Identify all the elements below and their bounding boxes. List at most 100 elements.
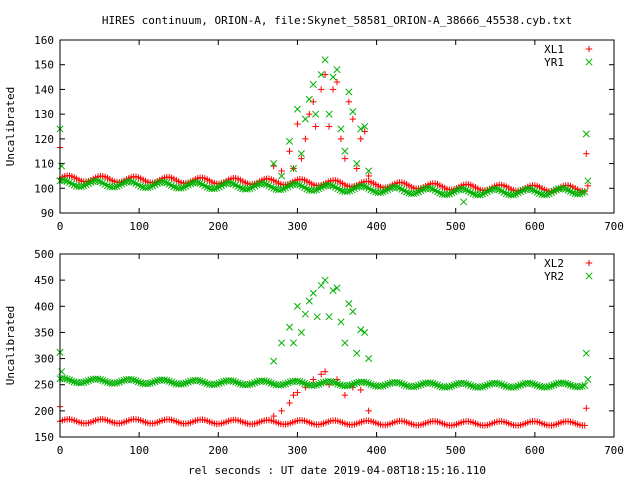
y-tick-label: 200 bbox=[34, 405, 54, 418]
baseline-point bbox=[94, 177, 102, 185]
data-point bbox=[329, 86, 337, 93]
baseline-point bbox=[229, 377, 237, 385]
baseline-point bbox=[545, 190, 553, 198]
baseline-point bbox=[187, 180, 195, 188]
baseline-point bbox=[282, 380, 290, 388]
baseline-point bbox=[460, 185, 468, 193]
baseline-point bbox=[293, 180, 301, 188]
data-point bbox=[357, 135, 364, 143]
data-point bbox=[341, 391, 349, 399]
baseline-point bbox=[514, 382, 522, 390]
baseline-point bbox=[303, 185, 311, 193]
data-point bbox=[306, 110, 313, 118]
baseline-point bbox=[279, 380, 287, 389]
data-point bbox=[289, 339, 298, 347]
data-point bbox=[353, 349, 361, 357]
baseline-point bbox=[581, 381, 589, 389]
data-point bbox=[290, 391, 297, 399]
y-tick-label: 250 bbox=[34, 379, 54, 392]
baseline-point bbox=[578, 189, 586, 197]
baseline-point bbox=[414, 381, 423, 390]
baseline-point bbox=[177, 184, 185, 192]
data-point bbox=[337, 318, 345, 326]
data-point bbox=[349, 115, 357, 123]
baseline-point bbox=[429, 379, 437, 387]
baseline-point bbox=[576, 190, 584, 198]
baseline-point bbox=[94, 375, 102, 383]
y-tick-label: 450 bbox=[34, 274, 54, 287]
baseline-point bbox=[395, 379, 404, 387]
data-point bbox=[305, 95, 313, 103]
baseline-point bbox=[476, 191, 484, 199]
baseline-point bbox=[533, 381, 541, 389]
baseline-point bbox=[327, 181, 335, 189]
data-point bbox=[310, 98, 317, 105]
baseline-point bbox=[410, 383, 418, 391]
data-point bbox=[285, 323, 294, 331]
top-panel-frame bbox=[59, 39, 615, 214]
legend-label: YR1 bbox=[544, 56, 564, 69]
data-point bbox=[297, 328, 305, 336]
baseline-point bbox=[63, 177, 71, 185]
baseline-point bbox=[576, 383, 584, 391]
data-point bbox=[289, 164, 298, 173]
baseline-point bbox=[217, 378, 226, 386]
baseline-point bbox=[431, 380, 439, 388]
data-point bbox=[317, 86, 325, 93]
baseline-point bbox=[581, 422, 588, 429]
data-point bbox=[317, 371, 325, 378]
baseline-point bbox=[300, 379, 309, 388]
top-panel-ticks: 0 100 200 300 400 500 600 700 90 100 110 120 130 140 1… bbox=[34, 34, 624, 233]
data-point bbox=[293, 302, 301, 310]
data-point bbox=[361, 122, 369, 131]
baseline-point bbox=[234, 379, 242, 387]
baseline-point bbox=[395, 184, 404, 192]
baseline-point bbox=[417, 381, 425, 389]
baseline-point bbox=[151, 378, 159, 386]
baseline-point bbox=[246, 184, 254, 192]
baseline-point bbox=[165, 377, 173, 385]
baseline-point bbox=[379, 188, 387, 196]
x-tick-label: 500 bbox=[446, 444, 466, 457]
baseline-point bbox=[353, 183, 361, 191]
x-tick-label: 600 bbox=[525, 444, 545, 457]
baseline-point bbox=[179, 380, 188, 388]
data-point bbox=[286, 399, 293, 407]
baseline-point bbox=[130, 178, 138, 186]
data-point bbox=[305, 297, 313, 305]
x-tick-label: 700 bbox=[604, 444, 624, 457]
baseline-point bbox=[317, 379, 325, 387]
baseline-point bbox=[246, 380, 254, 388]
baseline-point bbox=[210, 380, 218, 389]
data-point bbox=[357, 125, 365, 133]
baseline-point bbox=[393, 378, 401, 387]
baseline-point bbox=[360, 378, 368, 386]
baseline-point bbox=[526, 185, 534, 193]
baseline-point bbox=[215, 379, 223, 387]
data-point bbox=[321, 71, 329, 78]
x-tick-label: 300 bbox=[287, 444, 307, 457]
baseline-point bbox=[386, 184, 394, 192]
baseline-point bbox=[263, 377, 271, 386]
baseline-point bbox=[350, 380, 358, 388]
data-point bbox=[321, 368, 329, 375]
baseline-point bbox=[182, 379, 190, 387]
baseline-point bbox=[519, 186, 527, 194]
baseline-point bbox=[220, 180, 228, 188]
data-point bbox=[325, 123, 333, 130]
baseline-point bbox=[68, 377, 76, 385]
baseline-point bbox=[502, 189, 510, 198]
data-point bbox=[584, 182, 592, 190]
baseline-point bbox=[77, 182, 85, 191]
baseline-point bbox=[87, 178, 95, 186]
x-tick-label: 300 bbox=[287, 220, 307, 233]
legend-label: XL2 bbox=[544, 257, 564, 270]
legend-label: YR2 bbox=[544, 270, 564, 283]
baseline-point bbox=[376, 382, 385, 390]
baseline-point bbox=[564, 380, 572, 388]
baseline-point bbox=[362, 379, 370, 387]
data-point bbox=[345, 88, 353, 96]
figure-title: HIRES continuum, ORION-A, file:Skynet_58… bbox=[102, 14, 572, 27]
baseline-point bbox=[253, 181, 261, 189]
